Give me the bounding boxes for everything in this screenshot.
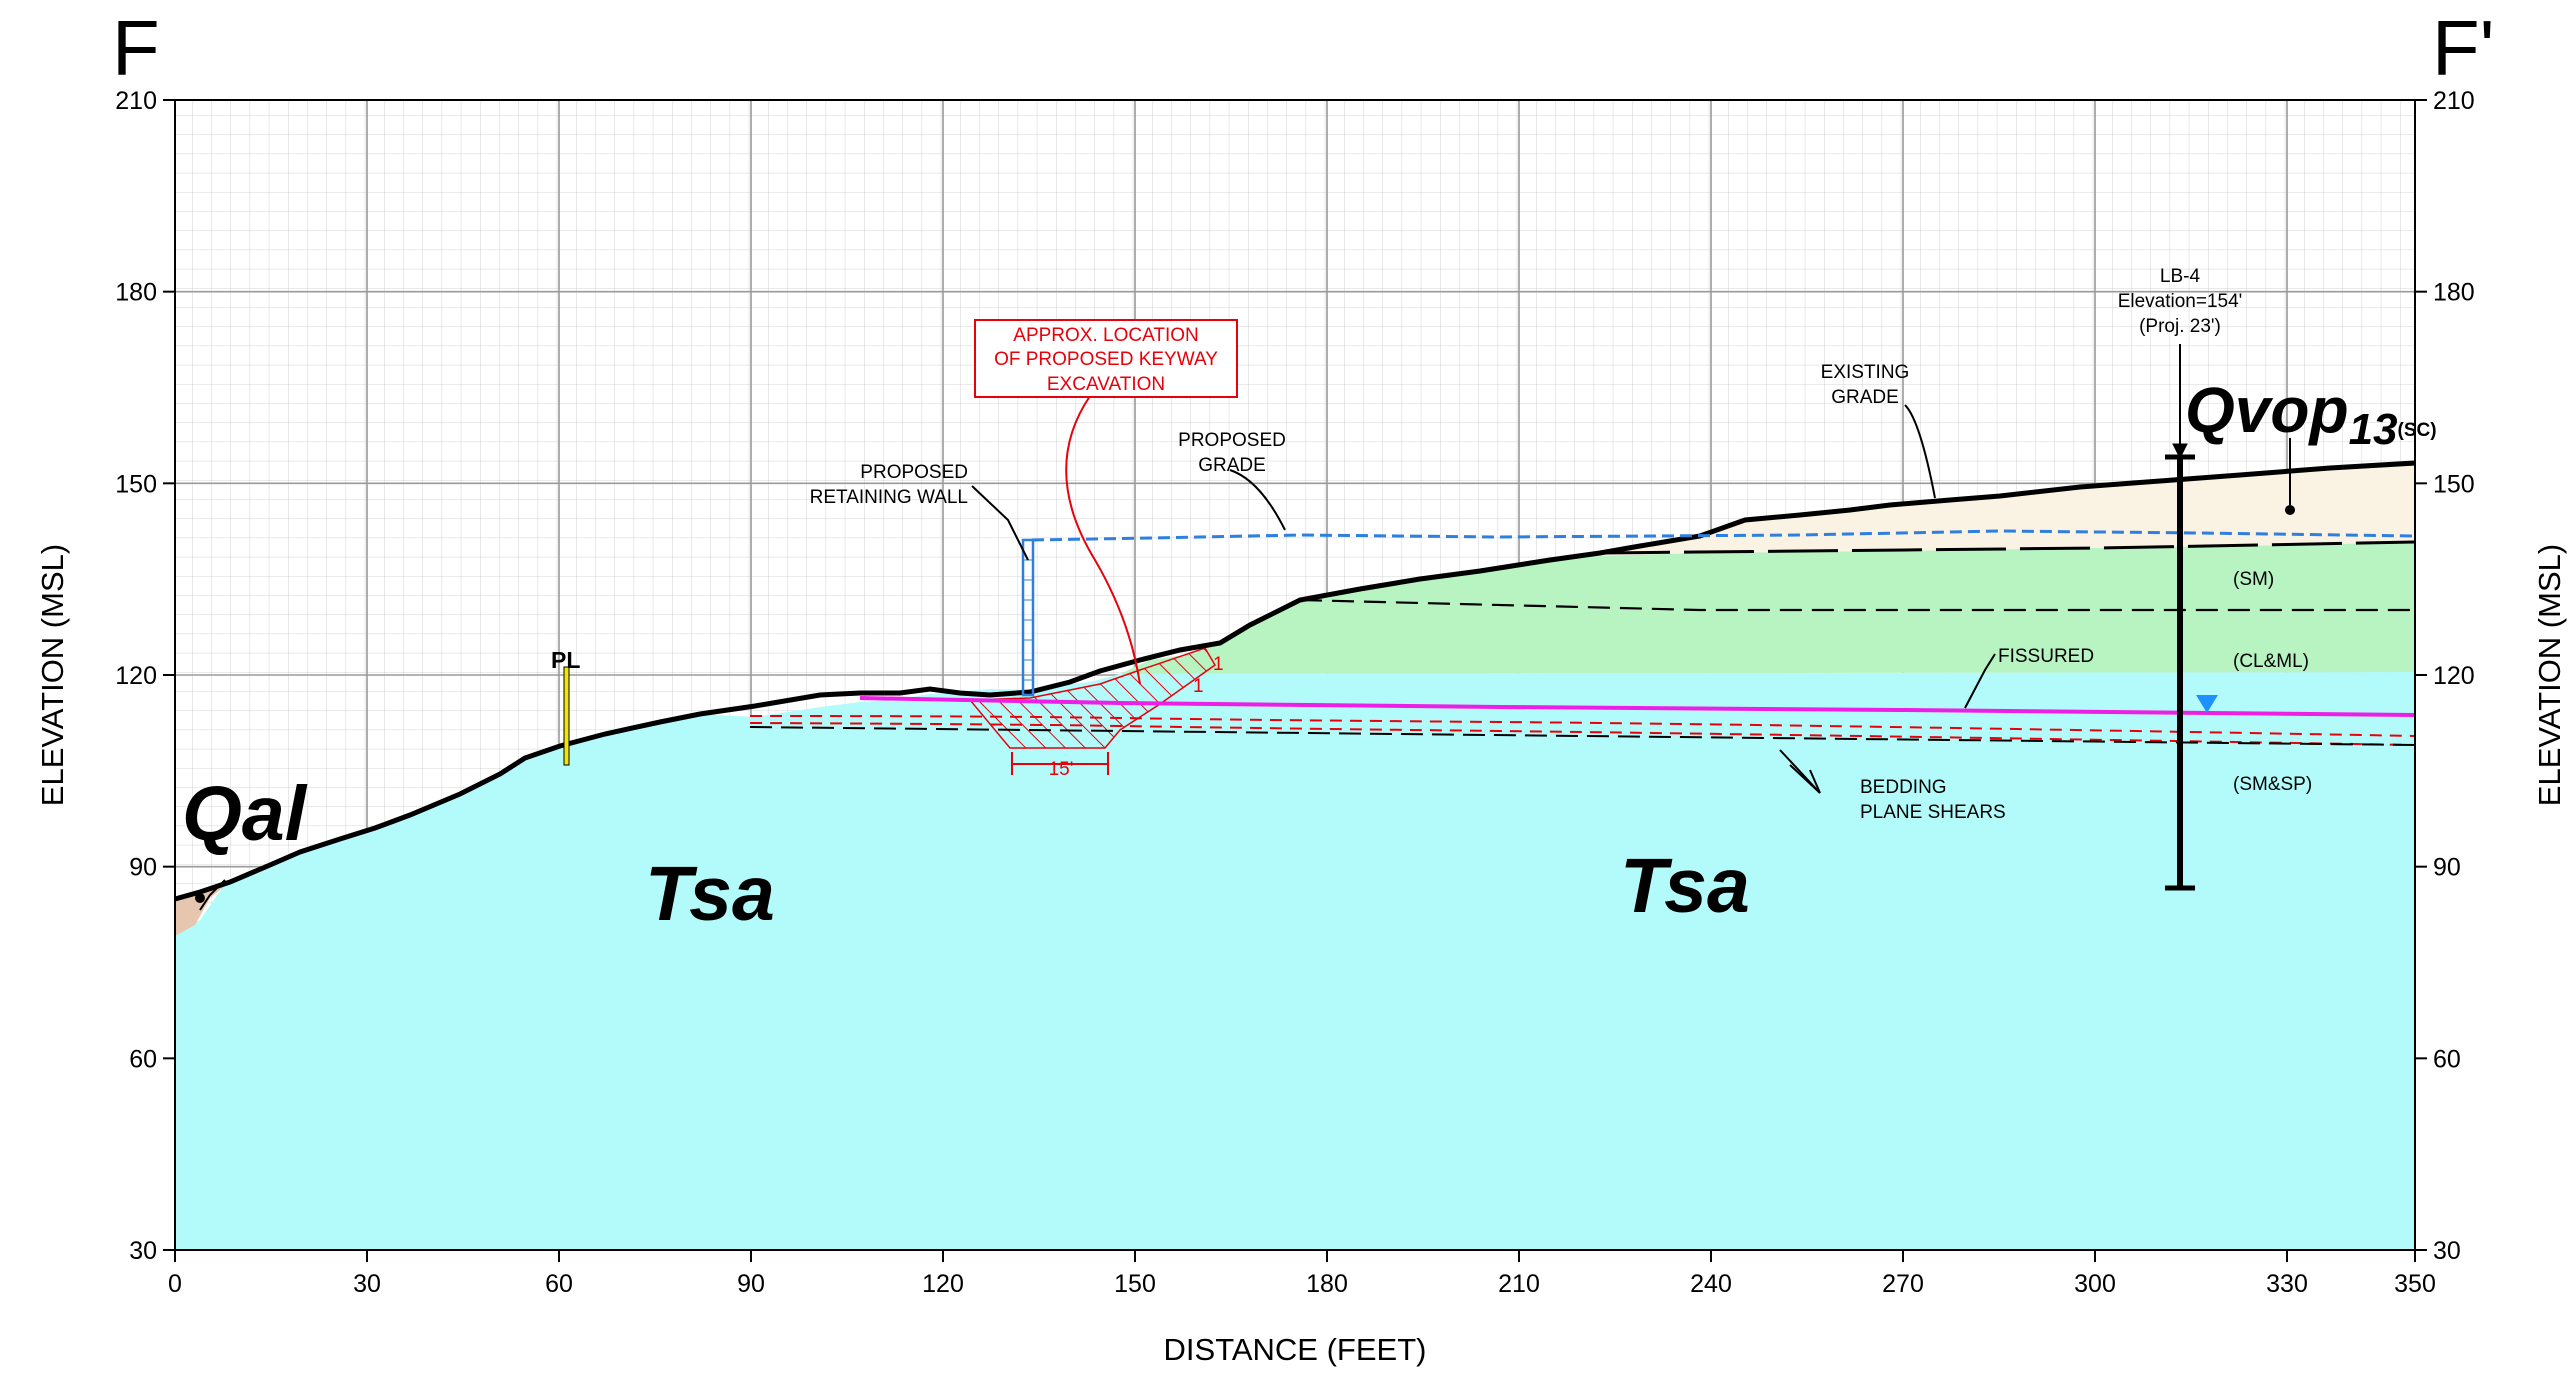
keyway-label-1: APPROX. LOCATION <box>1013 325 1198 346</box>
y-tick-label: 60 <box>129 1045 157 1073</box>
y-tick-label: 30 <box>2433 1237 2461 1265</box>
qal-dot <box>195 893 205 903</box>
y-tick-label: 120 <box>115 662 157 690</box>
y-tick-label: 30 <box>129 1237 157 1265</box>
x-tick-label: 180 <box>1306 1270 1348 1298</box>
keyway-width-label: 15' <box>1049 759 1074 780</box>
x-tick-label: 90 <box>737 1270 765 1298</box>
y-axis-ticks-left: 30 60 90 120 150 180 210 <box>115 87 157 1265</box>
corner-label-right: F' <box>2432 4 2495 92</box>
x-axis-ticks: 0 30 60 90 120 150 180 210 240 270 300 330 350 <box>168 1270 2436 1298</box>
qvop-label: Qvop13(SC) <box>2185 374 2437 454</box>
keyway-dimension <box>1011 752 1109 775</box>
boring-lb4 <box>2165 344 2195 891</box>
unit-contacts <box>1299 540 2416 612</box>
retaining-wall-label-1: PROPOSED <box>860 462 968 483</box>
keyway-label-2: OF PROPOSED KEYWAY <box>994 349 1218 370</box>
bedding-label-1: BEDDING <box>1860 777 1947 798</box>
y-tick-label: 90 <box>2433 854 2461 882</box>
keyway-callout-box <box>974 319 1238 398</box>
existing-grade-label-1: EXISTING <box>1821 362 1910 383</box>
existing-grade-line <box>174 460 2416 902</box>
x-tick-label: 300 <box>2074 1270 2116 1298</box>
y-tick-label: 210 <box>115 87 157 115</box>
x-tick-label: 330 <box>2266 1270 2308 1298</box>
y-axis-ticks-right: 30 60 90 120 150 180 210 <box>2433 87 2475 1265</box>
tsa-left-label: Tsa <box>645 851 775 937</box>
fissured-zone-line <box>859 696 2416 717</box>
clml-label: (CL&ML) <box>2233 651 2309 672</box>
tsa-right-label: Tsa <box>1620 843 1750 929</box>
keyway-label-3: EXCAVATION <box>1047 374 1165 395</box>
x-tick-label: 270 <box>1882 1270 1924 1298</box>
x-tick-label: 30 <box>353 1270 381 1298</box>
retaining-wall-label-2: RETAINING WALL <box>810 487 968 508</box>
x-tick-label: 120 <box>922 1270 964 1298</box>
slope-run-label: 1 <box>1193 676 1204 697</box>
boring-label-2: Elevation=154' <box>2118 291 2243 312</box>
clml-unit <box>1120 514 2415 674</box>
y-tick-label: 150 <box>2433 470 2475 498</box>
smsp-label: (SM&SP) <box>2233 774 2312 795</box>
property-line-marker <box>563 666 570 766</box>
geologic-units <box>175 463 2415 1250</box>
qvop-dot <box>2285 505 2295 515</box>
x-axis-title: DISTANCE (FEET) <box>1164 1332 1427 1367</box>
proposed-grade-label-1: PROPOSED <box>1178 430 1286 451</box>
x-tick-label: 210 <box>1498 1270 1540 1298</box>
y-tick-label: 180 <box>115 279 157 307</box>
y-tick-label: 60 <box>2433 1045 2461 1073</box>
qal-label: Qal <box>182 771 308 857</box>
tsa-bedrock-unit <box>175 672 2415 1250</box>
x-tick-label: 60 <box>545 1270 573 1298</box>
existing-grade-label-2: GRADE <box>1831 387 1899 408</box>
groundwater-marker <box>2196 695 2218 713</box>
y-axis-title-right: ELEVATION (MSL) <box>2532 544 2567 806</box>
bedding-plane-shears <box>749 715 2416 746</box>
x-tick-label: 150 <box>1114 1270 1156 1298</box>
keyway-excavation-hatch <box>968 647 1216 749</box>
boring-label-3: (Proj. 23') <box>2139 316 2221 337</box>
x-tick-label: 0 <box>168 1270 182 1298</box>
corner-label-left: F <box>112 4 160 92</box>
slope-rise-label: 1 <box>1213 654 1224 675</box>
fissured-label: FISSURED <box>1998 646 2094 667</box>
y-tick-label: 150 <box>115 470 157 498</box>
bedding-label-2: PLANE SHEARS <box>1860 802 2006 823</box>
y-tick-label: 120 <box>2433 662 2475 690</box>
x-tick-label: 350 <box>2394 1270 2436 1298</box>
y-tick-label: 180 <box>2433 279 2475 307</box>
leader-lines <box>199 395 2291 911</box>
boring-label-1: LB-4 <box>2160 266 2201 287</box>
proposed-grade-line <box>1031 529 2416 542</box>
y-tick-label: 90 <box>129 854 157 882</box>
pl-label: PL <box>551 647 580 673</box>
y-tick-label: 210 <box>2433 87 2475 115</box>
x-tick-label: 240 <box>1690 1270 1732 1298</box>
proposed-grade-label-2: GRADE <box>1198 455 1266 476</box>
sm-label: (SM) <box>2233 569 2274 590</box>
y-axis-title-left: ELEVATION (MSL) <box>35 544 70 806</box>
